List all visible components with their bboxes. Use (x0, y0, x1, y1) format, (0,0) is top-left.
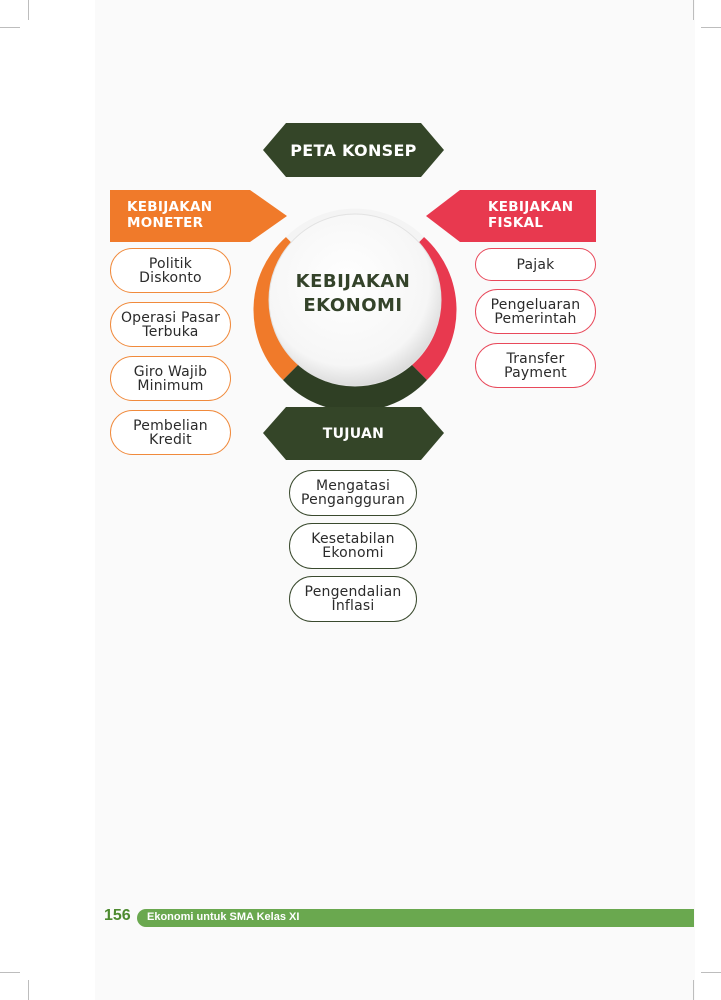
header-banner-shape (263, 123, 444, 177)
crop-mark (0, 972, 20, 973)
goal-item: Kesetabilan Ekonomi (289, 523, 417, 569)
monetary-item: Pembelian Kredit (110, 410, 231, 455)
crop-mark (0, 27, 20, 28)
fiscal-item: Pengeluaran Pemerintah (475, 289, 596, 334)
goal-item: Pengendalian Inflasi (289, 576, 417, 622)
book-title: Ekonomi untuk SMA Kelas XI (147, 911, 300, 923)
center-title: KEBIJAKAN EKONOMI (295, 271, 411, 316)
crop-mark (28, 0, 29, 20)
fiscal-item: Pajak (475, 248, 596, 281)
monetary-label: KEBIJAKAN MONETER (127, 199, 213, 231)
page-number: 156 (104, 907, 131, 924)
crop-mark (701, 972, 721, 973)
crop-mark (701, 27, 721, 28)
crop-mark (28, 980, 29, 1000)
monetary-item: Politik Diskonto (110, 248, 231, 293)
fiscal-item: Transfer Payment (475, 343, 596, 388)
goals-label: TUJUAN (322, 425, 385, 442)
footer-bar (137, 909, 694, 927)
center-circle (268, 213, 442, 387)
fiscal-label: KEBIJAKAN FISKAL (488, 199, 574, 231)
goal-item: Mengatasi Pengangguran (289, 470, 417, 516)
monetary-item: Giro Wajib Minimum (110, 356, 231, 401)
monetary-item: Operasi Pasar Terbuka (110, 302, 231, 347)
monetary-banner-shape (110, 190, 287, 242)
fiscal-banner-shape (426, 190, 596, 242)
goals-banner-shape (263, 407, 444, 460)
header-label: PETA KONSEP (290, 140, 417, 160)
crop-mark (693, 0, 694, 20)
crop-mark (693, 980, 694, 1000)
